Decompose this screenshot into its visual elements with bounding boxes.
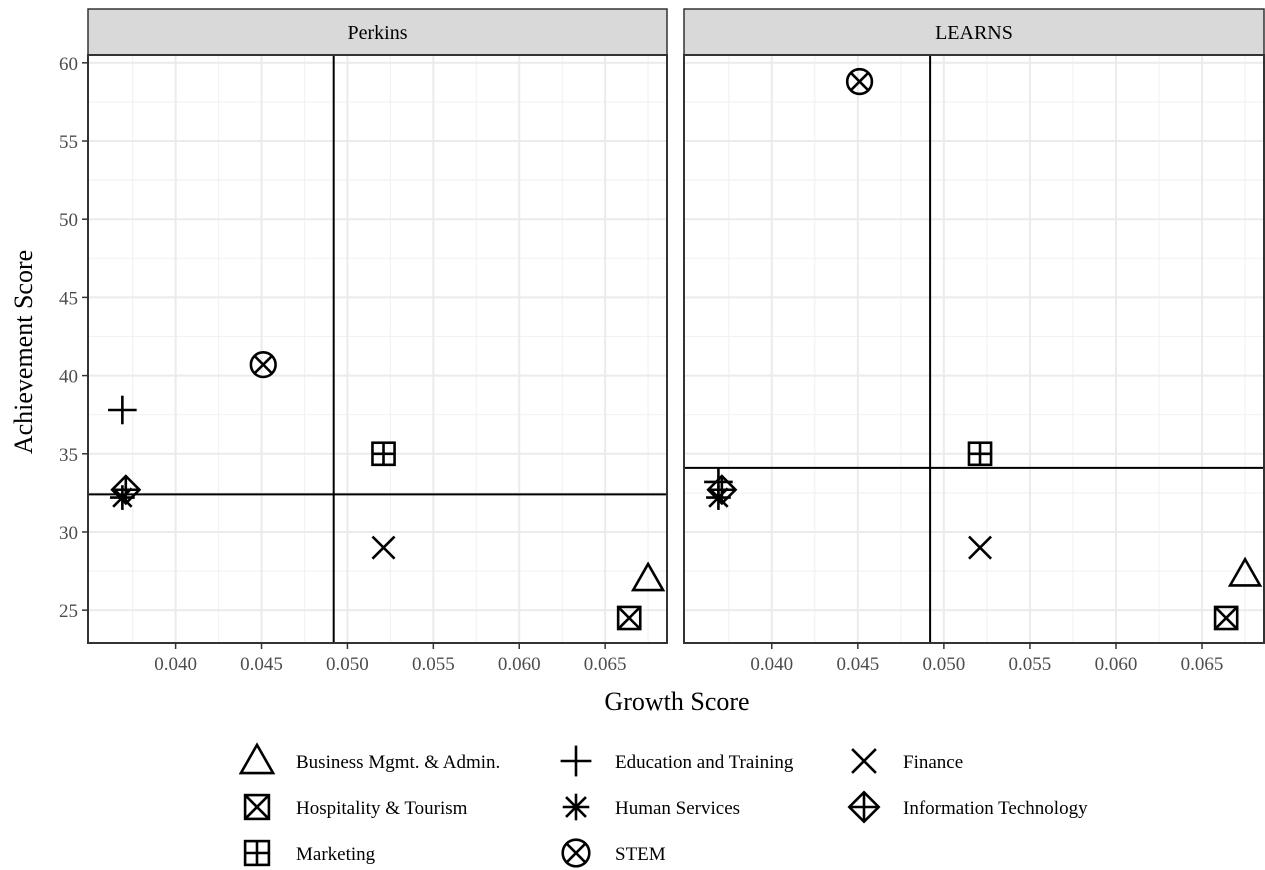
x-tick-label: 0.065 — [584, 654, 627, 675]
x-tick-label: 0.055 — [1009, 654, 1052, 675]
point-finance — [371, 535, 396, 560]
legend-key-human-services — [562, 793, 590, 821]
y-tick-label: 60 — [59, 54, 78, 75]
point-marketing — [371, 441, 396, 467]
legend-item-finance: Finance — [851, 748, 963, 774]
x-tick-label: 0.040 — [750, 654, 793, 675]
panel-learns: LEARNS 0.040 0.045 0.050 0.055 0.060 0.065 — [683, 8, 1265, 675]
panel-perkins: Perkins 0.040 0.045 0.050 0.055 0.060 0.065 25 3… — [59, 8, 668, 675]
legend-key-stem — [561, 838, 591, 868]
point-business-mgmt-admin — [1227, 556, 1263, 587]
y-tick-label: 50 — [59, 210, 78, 231]
y-tick-label: 35 — [59, 445, 78, 466]
legend-label: Human Services — [615, 798, 740, 819]
y-tick-label: 30 — [59, 523, 78, 544]
plot-background — [684, 55, 1264, 643]
x-axis-title: Growth Score — [604, 687, 749, 716]
plot-background — [88, 55, 667, 643]
legend-key-education-and-training — [560, 745, 592, 777]
x-tick-label: 0.055 — [412, 654, 455, 675]
facet-strip-label: Perkins — [348, 22, 408, 44]
legend-item-marketing: Marketing — [243, 839, 376, 867]
point-hospitality-tourism — [616, 605, 642, 631]
point-hospitality-tourism — [1213, 605, 1239, 631]
legend-key-finance — [851, 748, 877, 774]
x-tick-label: 0.045 — [240, 654, 283, 675]
x-tick-label: 0.065 — [1181, 654, 1224, 675]
legend-item-information-technology: Information Technology — [847, 790, 1088, 824]
panels-layer: Perkins 0.040 0.045 0.050 0.055 0.060 0.065 25 3… — [59, 8, 1265, 675]
point-education-and-training — [108, 395, 137, 425]
point-human-services — [706, 485, 731, 510]
facet-strip-label: LEARNS — [935, 22, 1013, 44]
legend-item-education-and-training: Education and Training — [560, 745, 794, 777]
legend-key-hospitality-tourism — [243, 793, 271, 821]
facet-strip — [683, 8, 1265, 56]
y-tick-label: 25 — [59, 601, 78, 622]
y-tick-label: 40 — [59, 367, 78, 388]
x-tick-label: 0.045 — [836, 654, 879, 675]
point-marketing — [967, 441, 993, 467]
panel-border — [683, 54, 1265, 644]
legend-label: Hospitality & Tourism — [296, 798, 468, 819]
legend-label: Business Mgmt. & Admin. — [296, 752, 500, 773]
legend-label: Marketing — [296, 844, 376, 865]
x-tick-label: 0.060 — [1095, 654, 1138, 675]
point-stem — [249, 350, 277, 379]
y-tick-label: 45 — [59, 288, 78, 309]
x-tick-label: 0.050 — [326, 654, 369, 675]
x-tick-label: 0.060 — [498, 654, 541, 675]
legend-item-hospitality-tourism: Hospitality & Tourism — [243, 793, 468, 821]
legend-label: Finance — [903, 752, 963, 773]
facet-strip — [87, 8, 668, 56]
y-axis-title: Achievement Score — [9, 250, 38, 454]
legend-label: Information Technology — [903, 798, 1088, 819]
point-business-mgmt-admin — [630, 561, 666, 592]
x-tick-label: 0.050 — [923, 654, 966, 675]
point-finance — [968, 535, 992, 560]
x-tick-label: 0.040 — [154, 654, 197, 675]
legend-key-business-mgmt-admin — [238, 742, 276, 775]
legend-label: Education and Training — [615, 752, 794, 773]
legend: Business Mgmt. & Admin. Education and Tra… — [238, 742, 1088, 868]
panel-border — [87, 54, 668, 644]
legend-label: STEM — [615, 844, 666, 865]
legend-key-marketing — [243, 839, 271, 867]
point-information-technology — [706, 474, 738, 506]
legend-item-human-services: Human Services — [562, 793, 740, 821]
point-stem — [845, 67, 874, 96]
legend-item-business-mgmt-admin: Business Mgmt. & Admin. — [238, 742, 500, 775]
y-tick-label: 55 — [59, 132, 78, 153]
legend-key-information-technology — [847, 790, 881, 824]
point-information-technology — [110, 474, 142, 506]
legend-item-stem: STEM — [561, 838, 666, 868]
